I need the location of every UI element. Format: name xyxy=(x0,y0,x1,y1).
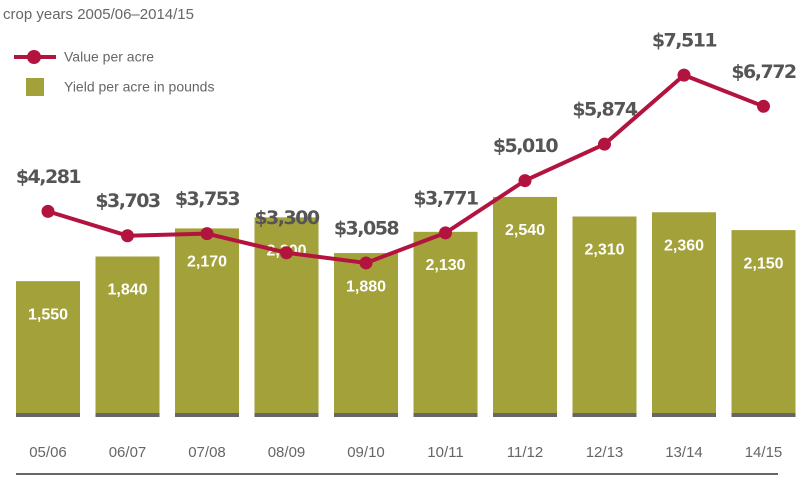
x-tick-label: 12/13 xyxy=(586,444,624,461)
bar-value-label: 1,880 xyxy=(346,278,386,295)
line xyxy=(47,73,765,265)
line-marker xyxy=(757,99,770,113)
base-segment xyxy=(95,412,160,417)
line-value-label: $6,772 xyxy=(731,61,796,83)
chart-subtitle: crop years 2005/06–2014/15 xyxy=(3,6,194,23)
line-value-label: $5,010 xyxy=(493,135,559,157)
line-marker xyxy=(439,226,452,240)
line-marker xyxy=(121,229,134,243)
bar xyxy=(16,281,80,413)
bar-value-label: 2,360 xyxy=(664,237,704,254)
line-value-label: $3,771 xyxy=(413,187,478,209)
base-segment xyxy=(16,412,80,417)
legend-label: Yield per acre in pounds xyxy=(64,79,214,95)
x-tick-label: 14/15 xyxy=(745,444,783,461)
bar-value-label: 1,840 xyxy=(107,282,147,299)
base-segment xyxy=(652,412,716,417)
x-tick-label: 10/11 xyxy=(427,444,463,461)
legend-label: Value per acre xyxy=(64,49,154,65)
bar xyxy=(334,253,398,413)
legend-marker xyxy=(27,50,41,64)
bar xyxy=(652,212,716,413)
line-marker xyxy=(280,246,293,260)
line-marker xyxy=(518,174,532,188)
x-tick-label: 07/08 xyxy=(188,444,226,461)
line-value-label: $5,874 xyxy=(572,99,638,121)
x-tick-label: 06/07 xyxy=(109,444,147,461)
x-tick-label: 08/09 xyxy=(268,444,306,461)
bar xyxy=(731,230,796,413)
bar xyxy=(413,231,478,413)
base-segment xyxy=(254,412,319,417)
base-segment xyxy=(175,412,239,417)
bar-value-label: 2,150 xyxy=(743,255,783,272)
line-value-label: $7,511 xyxy=(652,30,717,52)
line-value-label: $3,703 xyxy=(95,190,160,212)
bar-value-label: 2,130 xyxy=(425,257,465,274)
bar xyxy=(493,196,557,413)
line-marker xyxy=(677,68,691,82)
x-tick-label: 13/14 xyxy=(665,444,703,461)
x-tick-label: 05/06 xyxy=(29,444,67,461)
line-value-label: $3,300 xyxy=(254,207,320,229)
base-segment xyxy=(493,412,557,417)
base-segment xyxy=(413,412,478,417)
legend-swatch xyxy=(26,78,44,96)
bar-value-label: 1,550 xyxy=(28,306,68,323)
line-marker xyxy=(200,227,214,241)
base-segment xyxy=(731,412,796,417)
line-value-label: $4,281 xyxy=(16,166,81,188)
line-marker xyxy=(598,137,611,151)
base-segment xyxy=(334,412,398,417)
bar-value-label: 2,310 xyxy=(584,242,624,259)
line-value-label: $3,058 xyxy=(334,217,400,239)
line-marker xyxy=(359,256,373,270)
bar xyxy=(572,216,637,413)
bar-value-label: 2,170 xyxy=(187,254,227,271)
bar-value-label: 2,540 xyxy=(505,222,545,239)
line-value-label: $3,753 xyxy=(175,188,240,210)
x-tick-label: 09/10 xyxy=(347,444,385,461)
base-segment xyxy=(572,412,637,417)
bar xyxy=(95,256,160,413)
bar xyxy=(175,228,239,413)
x-tick-label: 11/12 xyxy=(507,444,543,461)
line-marker xyxy=(41,204,55,218)
